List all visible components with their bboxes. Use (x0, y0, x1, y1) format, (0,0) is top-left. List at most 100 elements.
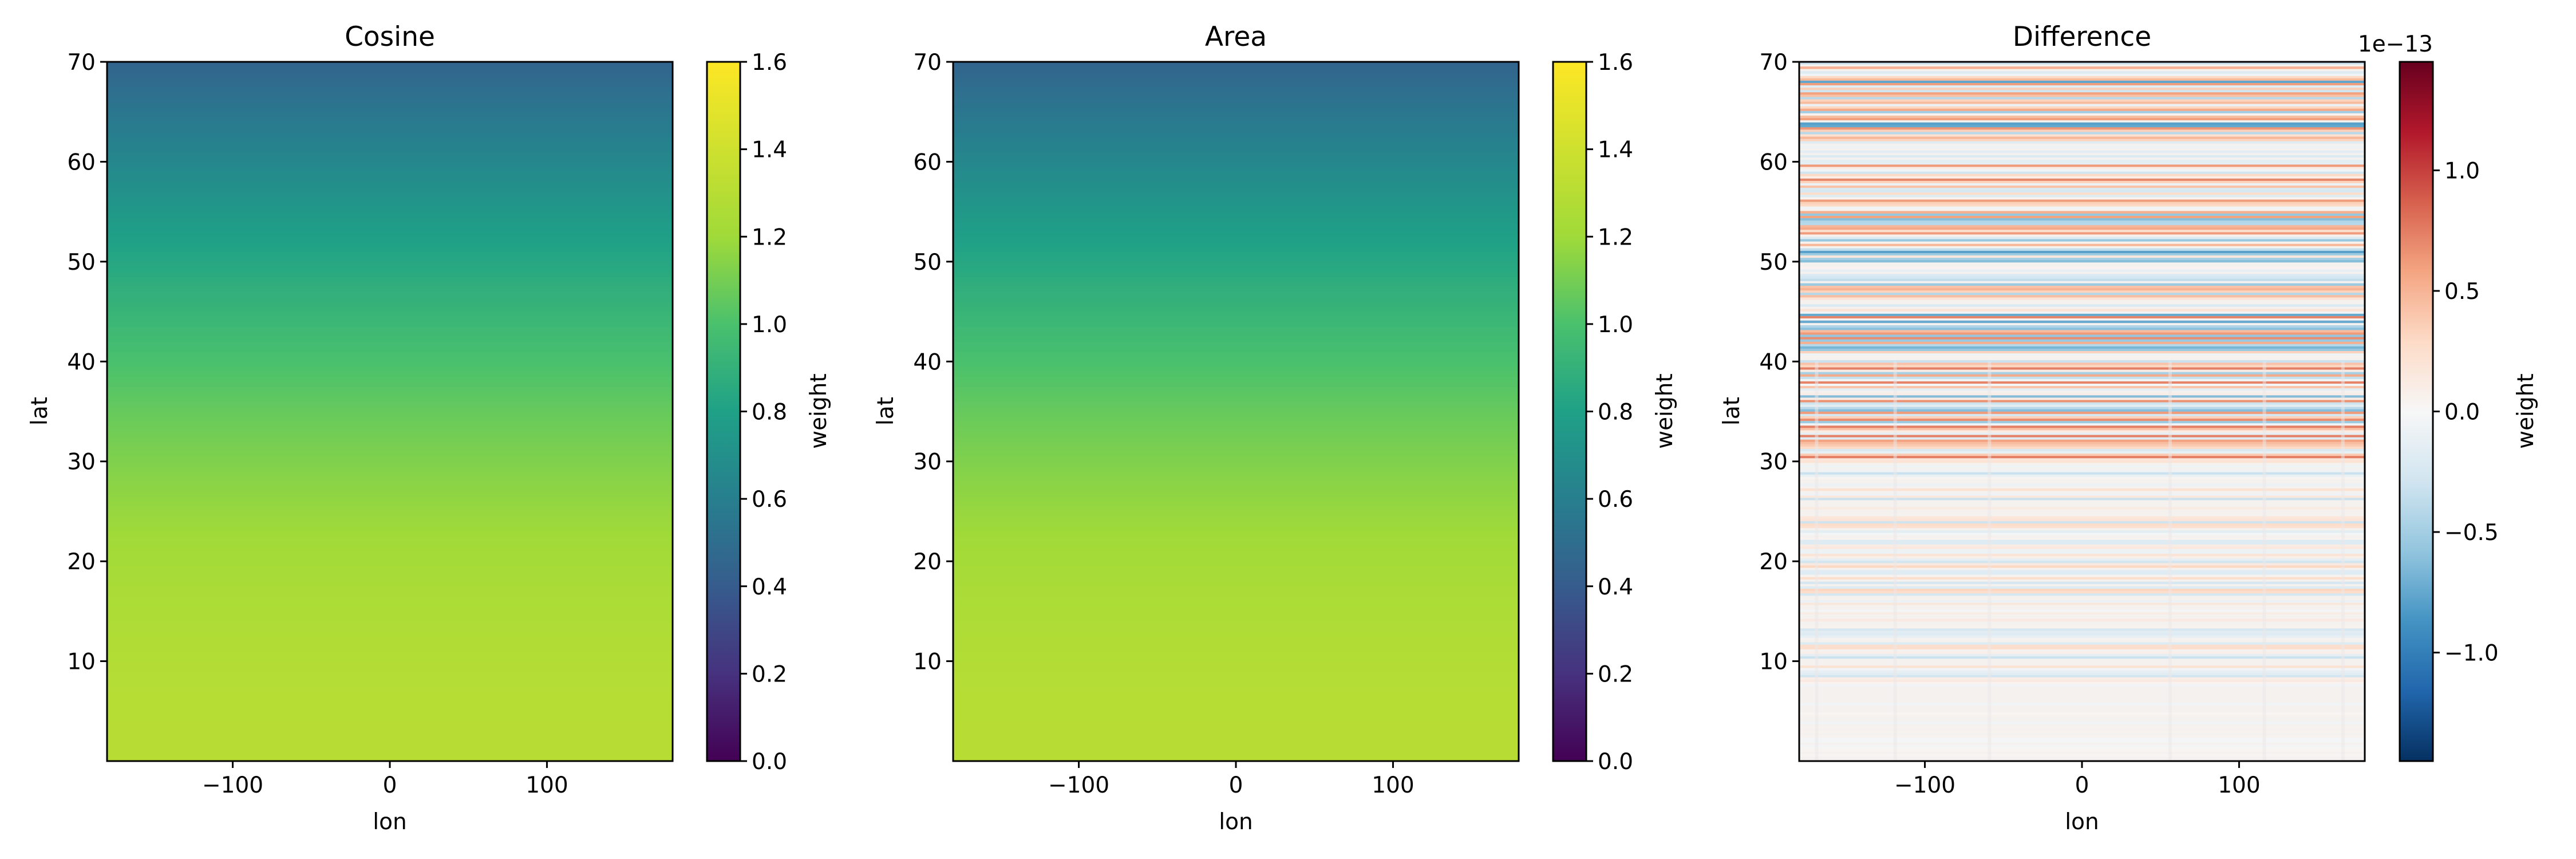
heatmap-cell (1799, 397, 2365, 400)
heatmap-cell (1799, 383, 2365, 387)
heatmap-cell (1799, 681, 2365, 684)
heatmap-cell (1799, 285, 2365, 289)
heatmap-cell (1799, 439, 2365, 442)
heatmap-cell (1799, 749, 2365, 752)
colorbar-tick-label: 1.4 (1598, 137, 1633, 163)
heatmap-cell (1799, 230, 2365, 233)
heatmap-cell (107, 386, 673, 392)
heatmap-cell (953, 636, 1519, 642)
heatmap-cell (953, 651, 1519, 657)
y-tick-label: 10 (913, 649, 942, 675)
heatmap-cell (1799, 199, 2365, 202)
heatmap-cell (1799, 197, 2365, 200)
heatmap-cell (1799, 337, 2365, 340)
heatmap-cell (1799, 518, 2365, 522)
heatmap-cell (953, 496, 1519, 502)
heatmap-cell (953, 241, 1519, 247)
heatmap-cell (1799, 735, 2365, 738)
heatmap-cell (1799, 458, 2365, 461)
heatmap-cell (953, 321, 1519, 327)
heatmap-cell (107, 321, 673, 327)
heatmap-cell (2168, 361, 2172, 761)
heatmap-cell (1799, 588, 2365, 592)
heatmap-cell (107, 666, 673, 672)
heatmap-cell (107, 167, 673, 172)
heatmap-cell (1799, 115, 2365, 118)
heatmap-cell (1799, 420, 2365, 424)
heatmap-cell (1799, 409, 2365, 412)
heatmap-cell (107, 147, 673, 152)
heatmap-cell (953, 411, 1519, 417)
heatmap-cell (107, 506, 673, 512)
heatmap-cell (1799, 612, 2365, 614)
heatmap-cell (953, 431, 1519, 437)
heatmap-cell (1799, 185, 2365, 188)
heatmap-cell (953, 401, 1519, 407)
heatmap-cell (1799, 145, 2365, 148)
colorbar-tick-label: −1.0 (2444, 641, 2499, 667)
heatmap-cell (1799, 714, 2365, 717)
heatmap-cell (953, 62, 1519, 68)
heatmap-cell (1799, 432, 2365, 435)
heatmap-cell (953, 686, 1519, 692)
heatmap-cell (107, 726, 673, 732)
heatmap-cell (953, 591, 1519, 597)
heatmap-cell (1799, 313, 2365, 316)
heatmap-cell (107, 416, 673, 422)
heatmap-cell (1799, 194, 2365, 198)
heatmap-cell (1799, 374, 2365, 377)
heatmap-cell (953, 551, 1519, 557)
heatmap-cell (107, 636, 673, 642)
heatmap-cell (953, 641, 1519, 647)
heatmap-cell (1799, 73, 2365, 76)
heatmap-cell (953, 571, 1519, 577)
heatmap-cell (1799, 101, 2365, 104)
heatmap-cell (953, 81, 1519, 88)
heatmap-cell (953, 646, 1519, 652)
y-tick-label: 20 (67, 549, 96, 575)
heatmap-cell (1799, 551, 2365, 554)
heatmap-cell (1799, 215, 2365, 218)
y-axis-ticks: 10 20 30 40 50 60 70 (913, 50, 953, 675)
heatmap-cell (1799, 87, 2365, 90)
heatmap-cell (1799, 446, 2365, 449)
colorbar-tick-label: 1.0 (2444, 158, 2480, 184)
heatmap-cell (107, 686, 673, 692)
heatmap-cell (953, 316, 1519, 322)
colorbar-tick-label: 0.4 (752, 574, 787, 600)
heatmap-cell (1799, 483, 2365, 487)
heatmap-cell (107, 381, 673, 387)
heatmap-cell (107, 367, 673, 372)
heatmap-cell (107, 621, 673, 627)
heatmap-cell (107, 112, 673, 117)
heatmap-cell (1799, 327, 2365, 330)
heatmap-cell (953, 481, 1519, 487)
heatmap-cell (953, 86, 1519, 92)
heatmap-cell (1799, 465, 2365, 468)
heatmap-cell (953, 77, 1519, 82)
heatmap-cell (1799, 211, 2365, 214)
x-axis-label: lon (2065, 809, 2099, 835)
colorbar-label: weight (806, 373, 832, 449)
panel-title: Difference (2013, 21, 2151, 53)
heatmap-cell (107, 216, 673, 222)
x-tick-label: −100 (1048, 773, 1109, 798)
heatmap-cell (107, 756, 673, 762)
heatmap-cell (1799, 202, 2365, 204)
colorbar-tick-label: 0.8 (752, 400, 787, 425)
heatmap-cell (107, 711, 673, 717)
heatmap-cell (1799, 97, 2365, 100)
heatmap-cell (107, 62, 673, 68)
heatmap-cell (1799, 178, 2365, 181)
heatmap-cell (1799, 653, 2365, 657)
heatmap-cell (1799, 385, 2365, 389)
y-tick-label: 70 (1759, 50, 1788, 76)
heatmap-cell (1799, 353, 2365, 356)
heatmap-cell (1799, 600, 2365, 603)
heatmap-cell (1799, 66, 2365, 69)
x-tick-label: 0 (2075, 773, 2089, 798)
heatmap-cell (953, 556, 1519, 562)
heatmap-cell (953, 711, 1519, 717)
heatmap-cell (107, 651, 673, 657)
